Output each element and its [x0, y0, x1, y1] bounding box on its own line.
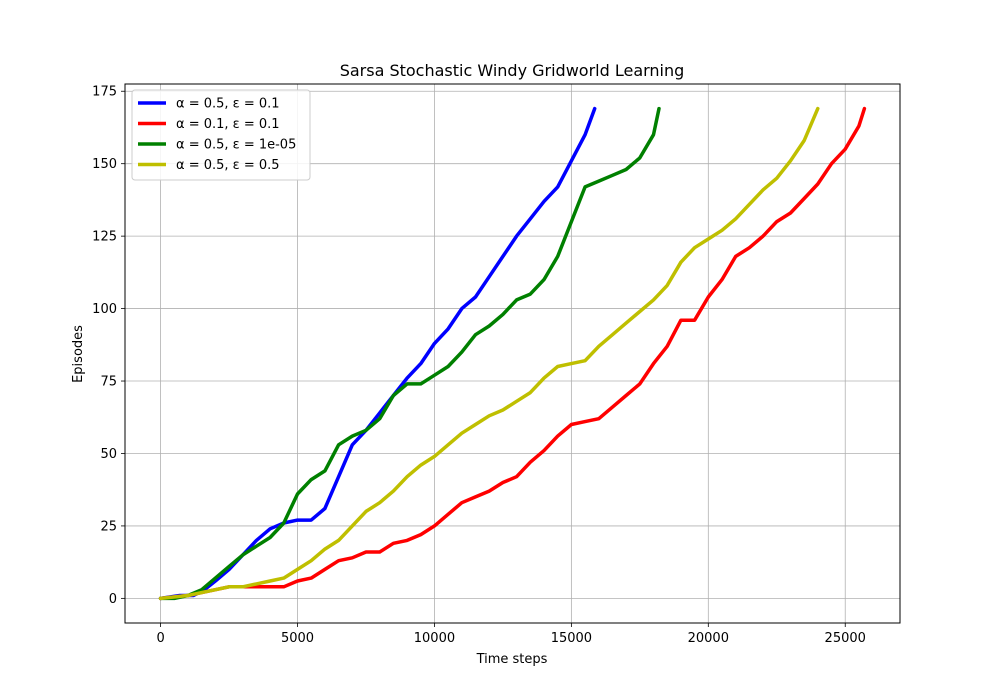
legend-label: α = 0.5, ε = 0.1 — [176, 97, 280, 112]
y-tick-label: 150 — [92, 157, 117, 172]
y-tick-label: 100 — [92, 302, 117, 317]
y-tick-label: 25 — [100, 519, 117, 534]
legend-label: α = 0.1, ε = 0.1 — [176, 117, 280, 132]
y-tick-label: 175 — [92, 85, 117, 100]
y-tick-label: 75 — [100, 375, 117, 390]
y-axis-ticks: 0 25 50 75 100 125 150 175 — [92, 85, 125, 607]
x-axis-ticks: 0 5000 10000 15000 20000 25000 — [156, 623, 866, 646]
x-tick-label: 10000 — [414, 631, 455, 646]
y-tick-label: 0 — [109, 592, 117, 607]
legend-label: α = 0.5, ε = 1e-05 — [176, 138, 296, 153]
y-tick-label: 50 — [100, 447, 117, 462]
grid — [125, 84, 900, 623]
series-line-2 — [158, 106, 661, 601]
series-lines — [158, 106, 867, 601]
x-axis-label: Time steps — [476, 652, 548, 667]
x-tick-label: 15000 — [551, 631, 592, 646]
x-tick-label: 0 — [156, 631, 164, 646]
x-tick-label: 20000 — [688, 631, 729, 646]
series-line-3 — [158, 106, 820, 601]
x-tick-label: 5000 — [281, 631, 314, 646]
legend-label: α = 0.5, ε = 0.5 — [176, 158, 280, 173]
chart-title: Sarsa Stochastic Windy Gridworld Learnin… — [340, 61, 685, 80]
legend: α = 0.5, ε = 0.1 α = 0.1, ε = 0.1 α = 0.5,… — [131, 89, 311, 181]
plot-frame — [124, 83, 901, 624]
y-axis-label: Episodes — [71, 325, 86, 383]
series-line-1 — [158, 106, 867, 601]
y-tick-label: 125 — [92, 230, 117, 245]
x-tick-label: 25000 — [825, 631, 866, 646]
legend-box — [131, 89, 311, 181]
